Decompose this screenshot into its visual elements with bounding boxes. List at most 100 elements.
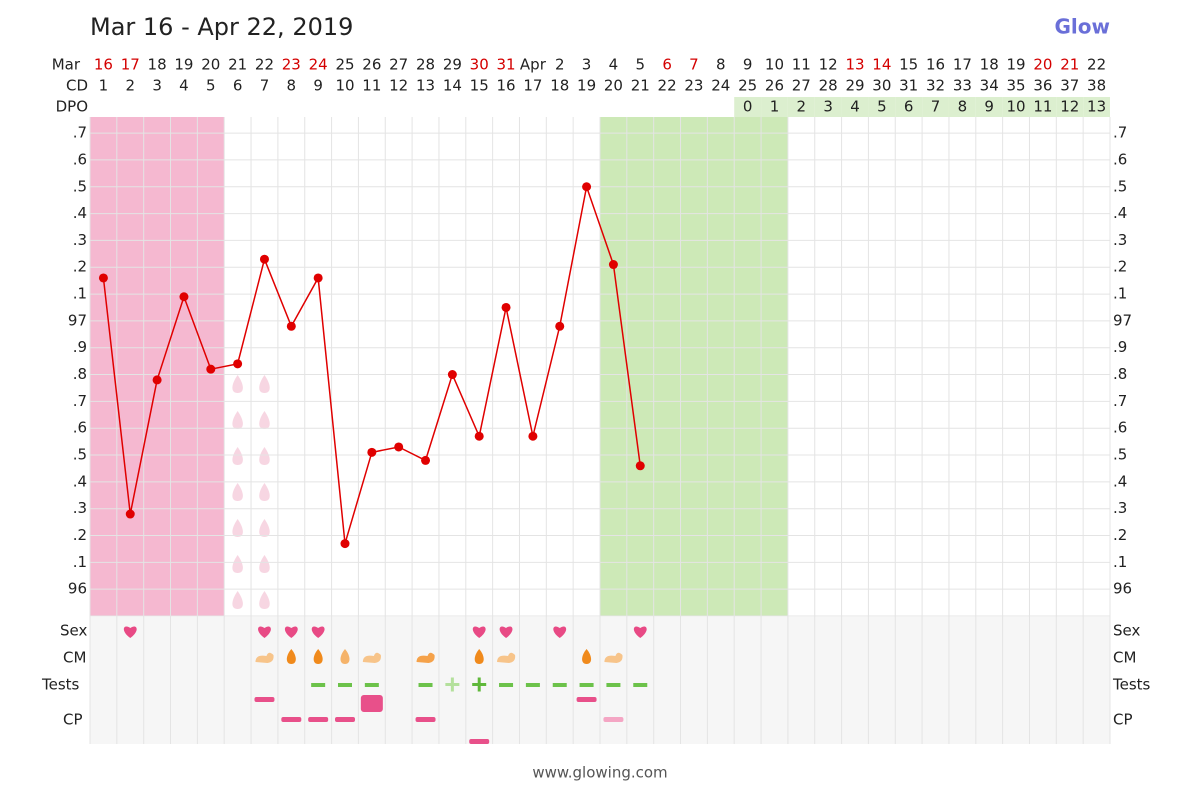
dpo-label: 5 — [877, 98, 887, 116]
cd-label: 6 — [233, 77, 243, 95]
temperature-point — [313, 273, 323, 283]
cd-label: 19 — [577, 77, 596, 95]
dpo-cell — [1002, 97, 1030, 117]
temperature-point — [474, 431, 484, 441]
date-label: 10 — [765, 56, 784, 74]
temperature-point — [608, 260, 618, 270]
temperature-point — [233, 359, 243, 369]
cp-square — [360, 695, 383, 712]
date-label: 9 — [743, 56, 753, 74]
sex-heart — [472, 626, 486, 638]
backgrounds — [90, 97, 1110, 616]
date-label: 25 — [335, 56, 354, 74]
temperature-point — [340, 539, 350, 549]
dpo-label: 4 — [850, 98, 860, 116]
date-label: 21 — [1060, 56, 1079, 74]
test-negative — [418, 683, 433, 687]
date-label: 20 — [201, 56, 220, 74]
dpo-cell — [868, 97, 896, 117]
spotting-drop — [232, 411, 243, 429]
date-label: 15 — [899, 56, 918, 74]
cd-label: 10 — [335, 77, 354, 95]
cm-drop — [286, 649, 296, 664]
cd-label: 14 — [443, 77, 462, 95]
row-label: Tests — [1112, 676, 1151, 694]
dpo-label: 2 — [797, 98, 807, 116]
y-tick-label: .1 — [1113, 553, 1127, 571]
cd-label: 12 — [389, 77, 408, 95]
date-label: 6 — [662, 56, 672, 74]
dpo-cell — [1056, 97, 1084, 117]
row-label: CP — [63, 711, 83, 729]
date-label: 27 — [389, 56, 408, 74]
month-label: Mar — [52, 56, 81, 74]
y-tick-label: .6 — [73, 419, 87, 437]
sex-heart — [499, 626, 513, 638]
date-label: 18 — [148, 56, 167, 74]
date-label: 22 — [1087, 56, 1106, 74]
date-label: 5 — [635, 56, 645, 74]
date-label: 29 — [443, 56, 462, 74]
y-tick-label: .9 — [73, 338, 87, 356]
y-tick-label: 97 — [68, 311, 87, 329]
y-tick-label: .1 — [73, 553, 87, 571]
y-tick-label: .4 — [73, 204, 87, 222]
cd-label: 5 — [206, 77, 216, 95]
y-tick-label: .5 — [73, 177, 87, 195]
dpo-cell — [841, 97, 869, 117]
spotting-drop — [259, 483, 270, 501]
date-label: 11 — [792, 56, 811, 74]
temperature-point — [286, 321, 296, 331]
y-tick-label: .7 — [73, 124, 87, 142]
date-label: 24 — [309, 56, 328, 74]
dpo-label: 0 — [743, 98, 753, 116]
date-label: 7 — [689, 56, 699, 74]
cd-label: 31 — [899, 77, 918, 95]
temperature-point — [152, 375, 162, 385]
y-tick-label: .7 — [1113, 124, 1127, 142]
dpo-label: 11 — [1033, 98, 1052, 116]
date-label: 16 — [94, 56, 113, 74]
date-label: Apr — [520, 56, 547, 74]
cd-label: 26 — [765, 77, 784, 95]
spotting-drop — [259, 411, 270, 429]
cp-mark — [308, 717, 329, 722]
cd-label: 34 — [980, 77, 999, 95]
dpo-label: 1 — [770, 98, 780, 116]
cp-mark — [469, 739, 490, 744]
date-label: 8 — [716, 56, 726, 74]
spotting-drop — [259, 519, 270, 537]
cd-label: 22 — [658, 77, 677, 95]
dpo-cell — [787, 97, 815, 117]
dpo-cell — [814, 97, 842, 117]
sex-heart — [553, 626, 567, 638]
cd-label: 29 — [845, 77, 864, 95]
cp-mark — [415, 717, 436, 722]
y-tick-label: .1 — [73, 285, 87, 303]
temperature-point — [582, 182, 592, 192]
sex-heart — [258, 626, 271, 638]
date-label: 17 — [953, 56, 972, 74]
dpo-label: 8 — [958, 98, 968, 116]
spotting-drop — [232, 591, 243, 609]
y-tick-label: .1 — [1113, 285, 1127, 303]
fertile-band — [600, 117, 788, 616]
y-tick-label: .7 — [1113, 392, 1127, 410]
dpo-label: 3 — [823, 98, 833, 116]
cd-label: 27 — [792, 77, 811, 95]
y-tick-label: .6 — [1113, 150, 1127, 168]
y-tick-label: .8 — [73, 365, 87, 383]
cd-label: 1 — [99, 77, 109, 95]
y-tick-label: .4 — [1113, 204, 1127, 222]
date-label: 31 — [497, 56, 516, 74]
temperature-point — [98, 273, 108, 283]
test-negative — [525, 683, 540, 687]
cm-drop — [340, 649, 350, 664]
row-label: Sex — [60, 622, 87, 640]
dpo-cell — [922, 97, 949, 117]
row-label: CM — [1113, 649, 1136, 667]
cd-label: 15 — [470, 77, 489, 95]
cm-drop — [582, 649, 592, 664]
date-label: 17 — [121, 56, 140, 74]
